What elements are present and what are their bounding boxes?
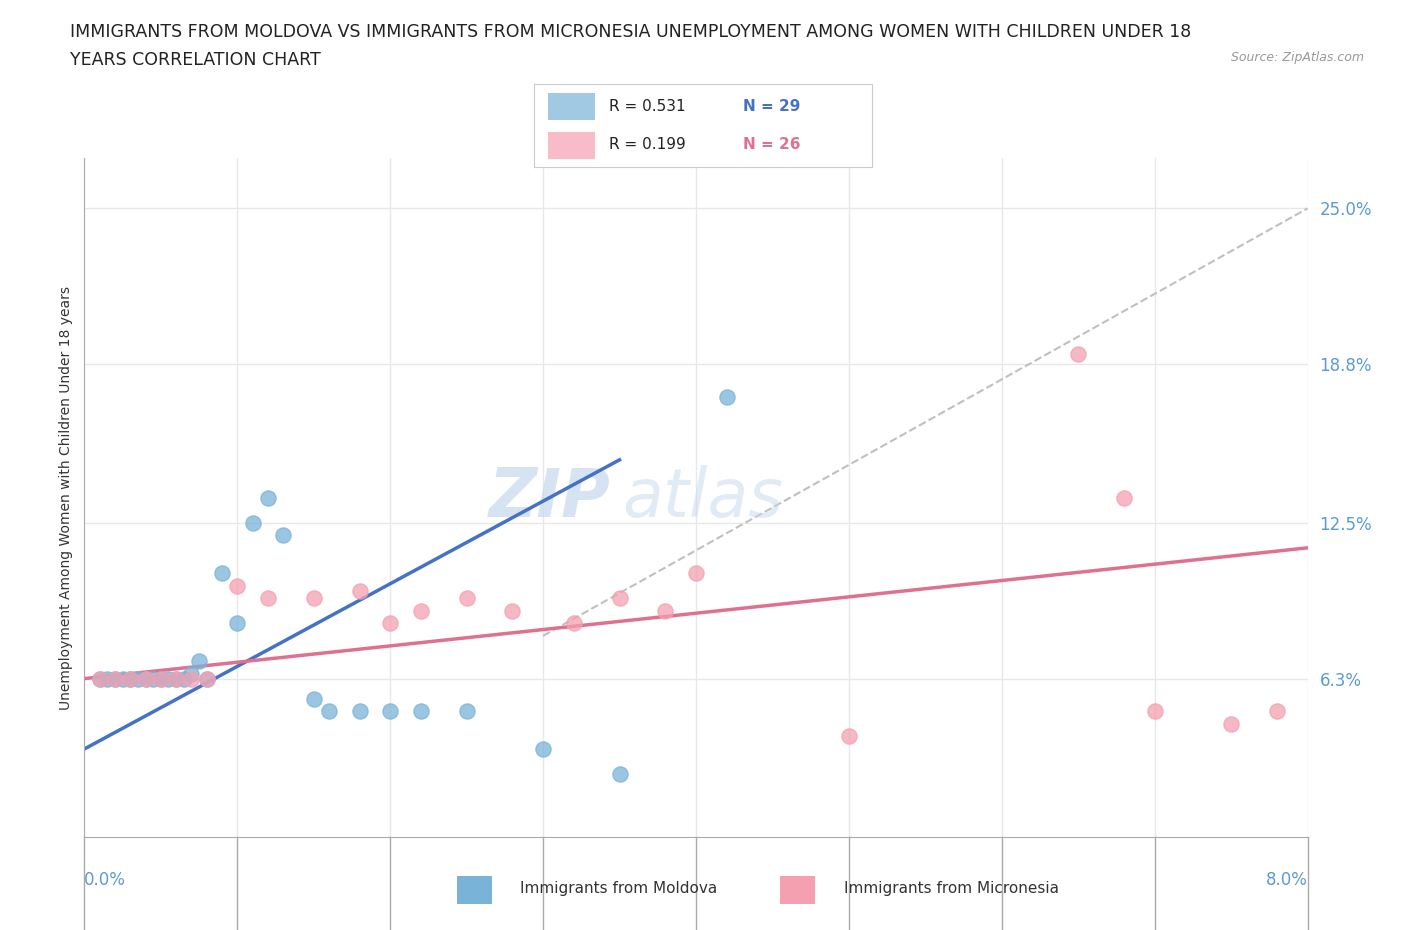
Point bbox=[149, 671, 172, 686]
Point bbox=[120, 671, 142, 686]
Text: 0.0%: 0.0% bbox=[84, 870, 127, 889]
Point bbox=[257, 490, 280, 505]
Point bbox=[271, 528, 294, 543]
Point bbox=[226, 616, 249, 631]
Text: N = 26: N = 26 bbox=[744, 138, 801, 153]
Point bbox=[609, 591, 631, 605]
Text: Source: ZipAtlas.com: Source: ZipAtlas.com bbox=[1230, 51, 1364, 64]
Point bbox=[165, 671, 187, 686]
Point bbox=[89, 671, 111, 686]
Text: 8.0%: 8.0% bbox=[1265, 870, 1308, 889]
Point bbox=[685, 565, 707, 580]
Point bbox=[456, 591, 478, 605]
Point bbox=[409, 604, 432, 618]
Bar bbox=[548, 93, 595, 120]
Point bbox=[226, 578, 249, 593]
Point bbox=[195, 671, 218, 686]
Point bbox=[302, 591, 325, 605]
Point bbox=[838, 729, 860, 744]
Point bbox=[127, 671, 149, 686]
Point bbox=[211, 565, 233, 580]
Point bbox=[180, 671, 202, 686]
Point bbox=[1220, 716, 1243, 731]
Text: IMMIGRANTS FROM MOLDOVA VS IMMIGRANTS FROM MICRONESIA UNEMPLOYMENT AMONG WOMEN W: IMMIGRANTS FROM MOLDOVA VS IMMIGRANTS FR… bbox=[70, 23, 1191, 41]
Point bbox=[1067, 347, 1090, 362]
Point bbox=[89, 671, 111, 686]
Point bbox=[302, 691, 325, 706]
Text: atlas: atlas bbox=[623, 465, 783, 530]
Point bbox=[654, 604, 676, 618]
Point bbox=[502, 604, 524, 618]
Point bbox=[111, 671, 134, 686]
Point bbox=[149, 671, 172, 686]
Bar bbox=[548, 132, 595, 159]
Point bbox=[120, 671, 142, 686]
Point bbox=[188, 654, 211, 669]
Point bbox=[409, 704, 432, 719]
Point bbox=[380, 616, 402, 631]
Point bbox=[135, 671, 157, 686]
Point bbox=[1114, 490, 1136, 505]
Point bbox=[349, 704, 371, 719]
Text: Immigrants from Micronesia: Immigrants from Micronesia bbox=[844, 881, 1059, 896]
Point bbox=[531, 741, 554, 756]
Point bbox=[456, 704, 478, 719]
Point bbox=[242, 515, 264, 530]
Text: R = 0.199: R = 0.199 bbox=[609, 138, 685, 153]
Point bbox=[96, 671, 118, 686]
Point bbox=[165, 671, 187, 686]
Point bbox=[609, 766, 631, 781]
Point bbox=[142, 671, 165, 686]
Point bbox=[562, 616, 585, 631]
Point bbox=[195, 671, 218, 686]
Point bbox=[180, 666, 202, 681]
Point bbox=[173, 671, 195, 686]
Point bbox=[380, 704, 402, 719]
Point bbox=[157, 671, 180, 686]
Point bbox=[104, 671, 127, 686]
Point bbox=[135, 671, 157, 686]
Text: N = 29: N = 29 bbox=[744, 99, 801, 113]
Point bbox=[1143, 704, 1166, 719]
Point bbox=[716, 390, 738, 405]
Text: R = 0.531: R = 0.531 bbox=[609, 99, 685, 113]
Point bbox=[318, 704, 340, 719]
Point bbox=[104, 671, 127, 686]
Y-axis label: Unemployment Among Women with Children Under 18 years: Unemployment Among Women with Children U… bbox=[59, 286, 73, 710]
Point bbox=[257, 591, 280, 605]
Text: YEARS CORRELATION CHART: YEARS CORRELATION CHART bbox=[70, 51, 321, 69]
Point bbox=[1265, 704, 1288, 719]
Point bbox=[349, 583, 371, 598]
Text: ZIP: ZIP bbox=[488, 465, 610, 530]
Text: Immigrants from Moldova: Immigrants from Moldova bbox=[520, 881, 717, 896]
